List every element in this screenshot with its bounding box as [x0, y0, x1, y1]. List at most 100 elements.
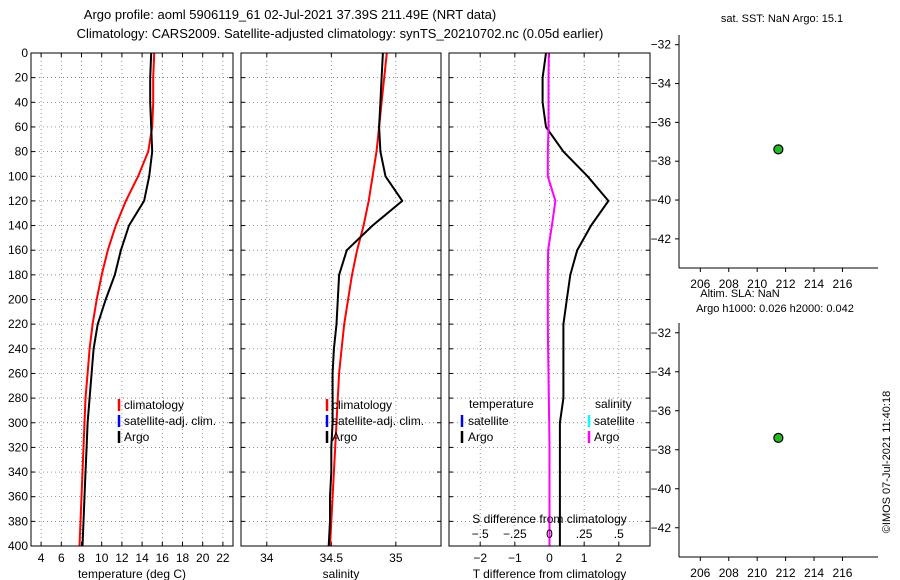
x-axis-label: T difference from climatology [473, 567, 627, 580]
y-tick-label: 120 [8, 194, 28, 208]
map-y-tick-label: −38 [651, 154, 672, 168]
x-tick-label: 6 [58, 551, 65, 565]
legend-label: climatology [124, 398, 184, 412]
argo-location-point [773, 144, 784, 155]
x-tick-label: 18 [176, 551, 190, 565]
sla-map-title: Altim. SLA: NaN [700, 288, 780, 300]
legend-label: Argo [468, 430, 494, 444]
top-axis-tick-label: −.25 [503, 527, 527, 541]
top-axis-label: S difference from climatology [472, 512, 627, 526]
map-x-tick-label: 216 [832, 277, 852, 291]
title-line-1: Argo profile: aoml 5906119_61 02-Jul-202… [84, 7, 496, 22]
map-y-tick-label: −36 [651, 404, 672, 418]
x-tick-label: 8 [78, 551, 85, 565]
series-line-climatology [78, 52, 156, 547]
x-tick-label: 4 [38, 551, 45, 565]
map-x-tick-label: 210 [747, 277, 767, 291]
legend-label: satellite-adj. clim. [332, 414, 424, 428]
profile-panel-temperature: 0 20 40 60 80 100 120 140 160 180 200 220 240 260 280 3… [8, 46, 234, 580]
y-tick-label: 40 [15, 95, 29, 109]
map-x-tick-label: 216 [832, 566, 852, 580]
legend-title-salinity: salinity [595, 397, 632, 411]
y-tick-label: 340 [8, 465, 28, 479]
x-tick-label: 1 [581, 551, 588, 565]
x-tick-label: −1 [508, 551, 522, 565]
x-tick-label: 0 [546, 551, 553, 565]
y-tick-label: 360 [8, 490, 28, 504]
y-tick-label: 0 [21, 46, 28, 60]
y-tick-label: 200 [8, 293, 28, 307]
x-tick-label: 10 [95, 551, 109, 565]
top-axis-tick-label: −.5 [472, 527, 489, 541]
legend-label: satellite-adj. clim. [124, 414, 216, 428]
y-tick-label: 220 [8, 317, 28, 331]
sla-map-subtitle: Argo h1000: 0.026 h2000: 0.042 [696, 303, 854, 315]
x-tick-label: 2 [615, 551, 622, 565]
map-y-tick-label: −40 [651, 193, 672, 207]
profile-panel-difference: −2 −1 0 1 2 T difference from climatology temp… [448, 52, 651, 580]
series-line-climatology [329, 52, 388, 547]
series-line-argo [81, 52, 154, 547]
map-x-tick-label: 214 [804, 566, 824, 580]
top-axis-tick-label: .25 [576, 527, 593, 541]
y-tick-label: 160 [8, 243, 28, 257]
profile-panel-salinity: 34 34.5 35 salinity climatology satellite-adj… [240, 52, 442, 580]
map-y-tick-label: −42 [651, 521, 672, 535]
y-tick-label: 260 [8, 366, 28, 380]
map-y-tick-label: −42 [651, 232, 672, 246]
x-tick-label: 34 [260, 551, 274, 565]
y-tick-label: 400 [8, 539, 28, 553]
map-x-tick-label: 208 [719, 277, 739, 291]
map-x-tick-label: 214 [804, 277, 824, 291]
y-tick-label: 20 [15, 71, 29, 85]
legend-label: Argo [332, 430, 358, 444]
series-line-t-difference-argo- [541, 52, 610, 546]
sst-map-title: sat. SST: NaN Argo: 15.1 [721, 13, 843, 25]
y-tick-label: 80 [15, 145, 29, 159]
top-axis-tick-label: 0 [546, 527, 553, 541]
x-tick-label: 12 [115, 551, 129, 565]
y-tick-label: 140 [8, 219, 28, 233]
series-line-argo [327, 52, 404, 547]
top-axis-tick-label: .5 [614, 527, 624, 541]
map-x-tick-label: 206 [690, 277, 710, 291]
legend-label: Argo [594, 430, 620, 444]
map-y-tick-label: −32 [651, 326, 672, 340]
legend-label: Argo [124, 430, 150, 444]
map-y-tick-label: −36 [651, 115, 672, 129]
x-tick-label: 34.5 [320, 551, 344, 565]
plots-layer: 0204060801001201401601802002202402602803… [8, 35, 878, 580]
map-y-tick-label: −34 [651, 77, 672, 91]
legend-title-temperature: temperature [469, 397, 534, 411]
map-y-tick-label: −34 [651, 365, 672, 379]
map-panel-sla_map: −32 −34 −36 −38 −40 −42 206 208 210 212 214 216 [651, 323, 878, 580]
map-y-tick-label: −32 [651, 38, 672, 52]
map-panel-sst_map: −32 −34 −36 −38 −40 −42 206 208 210 212 214 216 [651, 35, 878, 291]
x-tick-label: 35 [389, 551, 403, 565]
map-y-tick-label: −38 [651, 443, 672, 457]
map-x-tick-label: 212 [776, 566, 796, 580]
legend-label: climatology [332, 398, 392, 412]
x-axis-label: temperature (deg C) [78, 567, 186, 580]
x-tick-label: 14 [135, 551, 149, 565]
map-x-tick-label: 208 [719, 566, 739, 580]
y-tick-label: 240 [8, 342, 28, 356]
x-tick-label: 20 [196, 551, 210, 565]
y-tick-label: 280 [8, 391, 28, 405]
x-axis-label: salinity [323, 567, 360, 580]
plot-frame [448, 52, 651, 547]
x-tick-label: 16 [156, 551, 170, 565]
legend-label: satellite [468, 414, 509, 428]
y-tick-label: 100 [8, 169, 28, 183]
y-tick-label: 300 [8, 416, 28, 430]
x-tick-label: 22 [216, 551, 230, 565]
map-y-tick-label: −40 [651, 482, 672, 496]
x-tick-label: −2 [473, 551, 487, 565]
title-line-2: Climatology: CARS2009. Satellite-adjuste… [77, 26, 604, 41]
plot-frame [240, 52, 442, 547]
legend-label: satellite [594, 414, 635, 428]
map-x-tick-label: 206 [690, 566, 710, 580]
plot-frame [30, 52, 234, 547]
y-tick-label: 60 [15, 120, 29, 134]
